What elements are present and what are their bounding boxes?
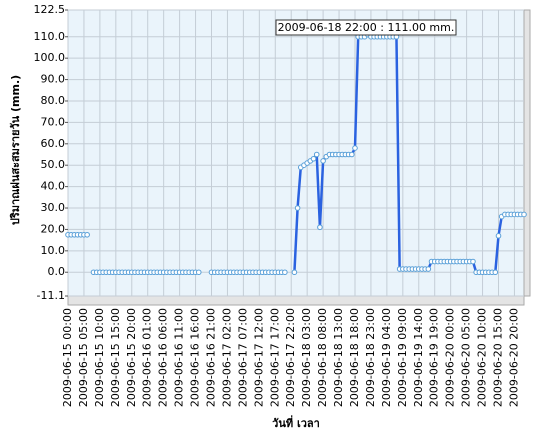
- x-tick-label: 2009-06-20 20:00: [507, 308, 520, 407]
- point: [195, 269, 202, 276]
- x-tick-label: 2009-06-16 16:00: [189, 308, 202, 407]
- point: [84, 231, 90, 238]
- x-tick-label: 2009-06-17 22:00: [284, 308, 297, 407]
- x-tick-label: 2009-06-15 00:00: [61, 308, 74, 407]
- grid: [67, 9, 524, 297]
- point: [291, 269, 298, 276]
- tooltip: 2009-06-18 22:00 : 111.00 mm.: [278, 21, 455, 34]
- x-tick-label: 2009-06-16 01:00: [141, 308, 154, 407]
- h-scrollbar[interactable]: [67, 295, 525, 306]
- point: [521, 211, 527, 218]
- x-tick-label: 2009-06-20 00:00: [444, 308, 457, 407]
- x-tick-label: 2009-06-18 23:00: [364, 308, 377, 407]
- point: [294, 205, 301, 211]
- x-tick-label: 2009-06-19 04:00: [380, 308, 393, 407]
- y-tick-label: 70.0: [41, 115, 66, 128]
- point: [310, 155, 317, 162]
- x-tick-label: 2009-06-17 02:00: [220, 308, 233, 407]
- y-tick-label: 40.0: [41, 180, 66, 193]
- x-tick-label: 2009-06-15 05:00: [77, 308, 90, 407]
- y-tick-label: 110.0: [34, 30, 66, 43]
- point: [352, 145, 358, 151]
- point: [349, 151, 355, 158]
- x-tick-label: 2009-06-18 03:00: [300, 308, 313, 407]
- y-tick-label: 60.0: [41, 137, 66, 150]
- y-tick-label: 0.0: [48, 265, 66, 278]
- point: [282, 269, 288, 276]
- y-tick-label: 30.0: [41, 201, 66, 214]
- x-tick-label: 2009-06-16 06:00: [157, 308, 170, 407]
- x-tick-label: 2009-06-17 17:00: [268, 308, 281, 407]
- y-tick-label: 100.0: [34, 51, 66, 64]
- x-tick-label: 2009-06-20 05:00: [460, 308, 473, 407]
- x-tick-label: 2009-06-19 19:00: [428, 308, 441, 407]
- y-tick-label: -11.1: [37, 289, 65, 302]
- x-tick-label: 2009-06-20 10:00: [476, 308, 489, 407]
- x-tick-label: 2009-06-18 08:00: [316, 308, 329, 407]
- x-tick-label: 2009-06-17 12:00: [252, 308, 265, 407]
- x-axis-label: วันที่ เวลา: [272, 415, 320, 430]
- point: [425, 266, 432, 272]
- y-tick-label: 122.5: [34, 3, 66, 16]
- x-tick-label: 2009-06-18 18:00: [348, 308, 361, 407]
- y-tick-label: 10.0: [41, 244, 66, 257]
- x-tick-label: 2009-06-15 10:00: [93, 308, 106, 407]
- point: [492, 269, 499, 276]
- y-tick-label: 20.0: [41, 222, 66, 235]
- x-tick-label: 2009-06-19 09:00: [396, 308, 409, 407]
- x-tick-label: 2009-06-19 14:00: [412, 308, 425, 407]
- v-scrollbar[interactable]: [523, 9, 531, 297]
- x-tick-label: 2009-06-16 11:00: [173, 308, 186, 407]
- y-tick-label: 50.0: [41, 158, 66, 171]
- x-tick-label: 2009-06-15 20:00: [125, 308, 138, 407]
- point: [317, 224, 323, 231]
- series: [65, 31, 527, 276]
- y-tick-label: 80.0: [41, 94, 66, 107]
- x-tick-label: 2009-06-17 07:00: [236, 308, 249, 407]
- point: [313, 151, 320, 158]
- point: [495, 233, 502, 239]
- tooltip-box: [275, 19, 457, 36]
- point: [320, 158, 326, 164]
- x-tick-label: 2009-06-16 21:00: [204, 308, 217, 407]
- point: [470, 258, 476, 265]
- x-tick-label: 2009-06-15 15:00: [109, 308, 122, 407]
- x-tick-label: 2009-06-18 13:00: [332, 308, 345, 407]
- y-tick-label: 90.0: [41, 73, 66, 86]
- x-tick-label: 2009-06-20 15:00: [491, 308, 504, 407]
- y-axis-label: ปริมาณฝนสะสมรายวัน (mm.): [9, 75, 22, 225]
